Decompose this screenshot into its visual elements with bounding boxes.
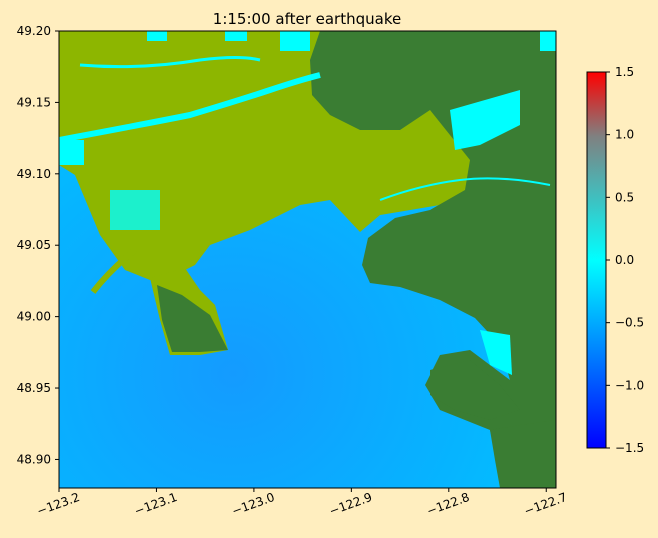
flood-cell <box>225 31 247 41</box>
y-tick-label: 49.00 <box>17 310 51 324</box>
x-tick-label: −123.2 <box>35 490 82 518</box>
heatmap-field <box>59 31 556 488</box>
colorbar-gradient <box>586 71 607 449</box>
upland-south <box>490 420 556 488</box>
axes-frame <box>58 30 557 489</box>
x-tick-label: −123.1 <box>133 490 180 518</box>
river-east <box>379 177 551 201</box>
x-tick-label: −122.9 <box>327 490 374 518</box>
x-axis: −123.2 −123.1 −123.0 −122.9 −122.8 −122.7 <box>35 488 569 518</box>
upland-peninsula <box>157 285 228 352</box>
y-tick-label: 49.15 <box>17 95 51 109</box>
colorbar-tick-label: −1.0 <box>615 378 644 392</box>
y-tick-label: 48.90 <box>17 452 51 466</box>
y-tick-label: 49.10 <box>17 167 51 181</box>
upland-east <box>310 31 556 470</box>
y-axis: 48.90 48.95 49.00 49.05 49.10 49.15 49.20 <box>17 24 59 466</box>
colorbar-tick-label: 1.5 <box>615 65 634 79</box>
colorbar-tick-label: −0.5 <box>615 316 644 330</box>
flood-cell <box>540 31 556 51</box>
colorbar-tick-label: −1.5 <box>615 441 644 455</box>
river-arm <box>79 56 261 69</box>
x-tick-label: −122.8 <box>425 490 472 518</box>
tsawwassen-spit <box>90 247 137 294</box>
flood-cell <box>280 31 310 51</box>
flooded-bay-north <box>450 90 520 150</box>
x-tick-label: −122.7 <box>522 490 569 518</box>
flood-cell <box>147 31 167 41</box>
fraser-river <box>59 72 321 143</box>
colorbar-tick-label: 0.5 <box>615 190 634 204</box>
y-tick-label: 49.05 <box>17 238 51 252</box>
flood-cell <box>59 140 84 165</box>
colorbar-tick-label: 1.0 <box>615 128 634 142</box>
upland-southeast <box>430 360 520 420</box>
colorbar-ticks: 1.5 1.0 0.5 0.0 −0.5 −1.0 −1.5 <box>606 65 644 455</box>
chart-title: 1:15:00 after earthquake <box>213 10 401 28</box>
flood-cell <box>110 190 160 230</box>
y-tick-label: 49.20 <box>17 24 51 38</box>
y-tick-label: 48.95 <box>17 381 51 395</box>
colorbar: 1.5 1.0 0.5 0.0 −0.5 −1.0 −1.5 <box>586 65 644 455</box>
colorbar-tick-label: 0.0 <box>615 253 634 267</box>
x-tick-label: −123.0 <box>230 490 277 518</box>
flooded-bay-east <box>480 330 512 375</box>
